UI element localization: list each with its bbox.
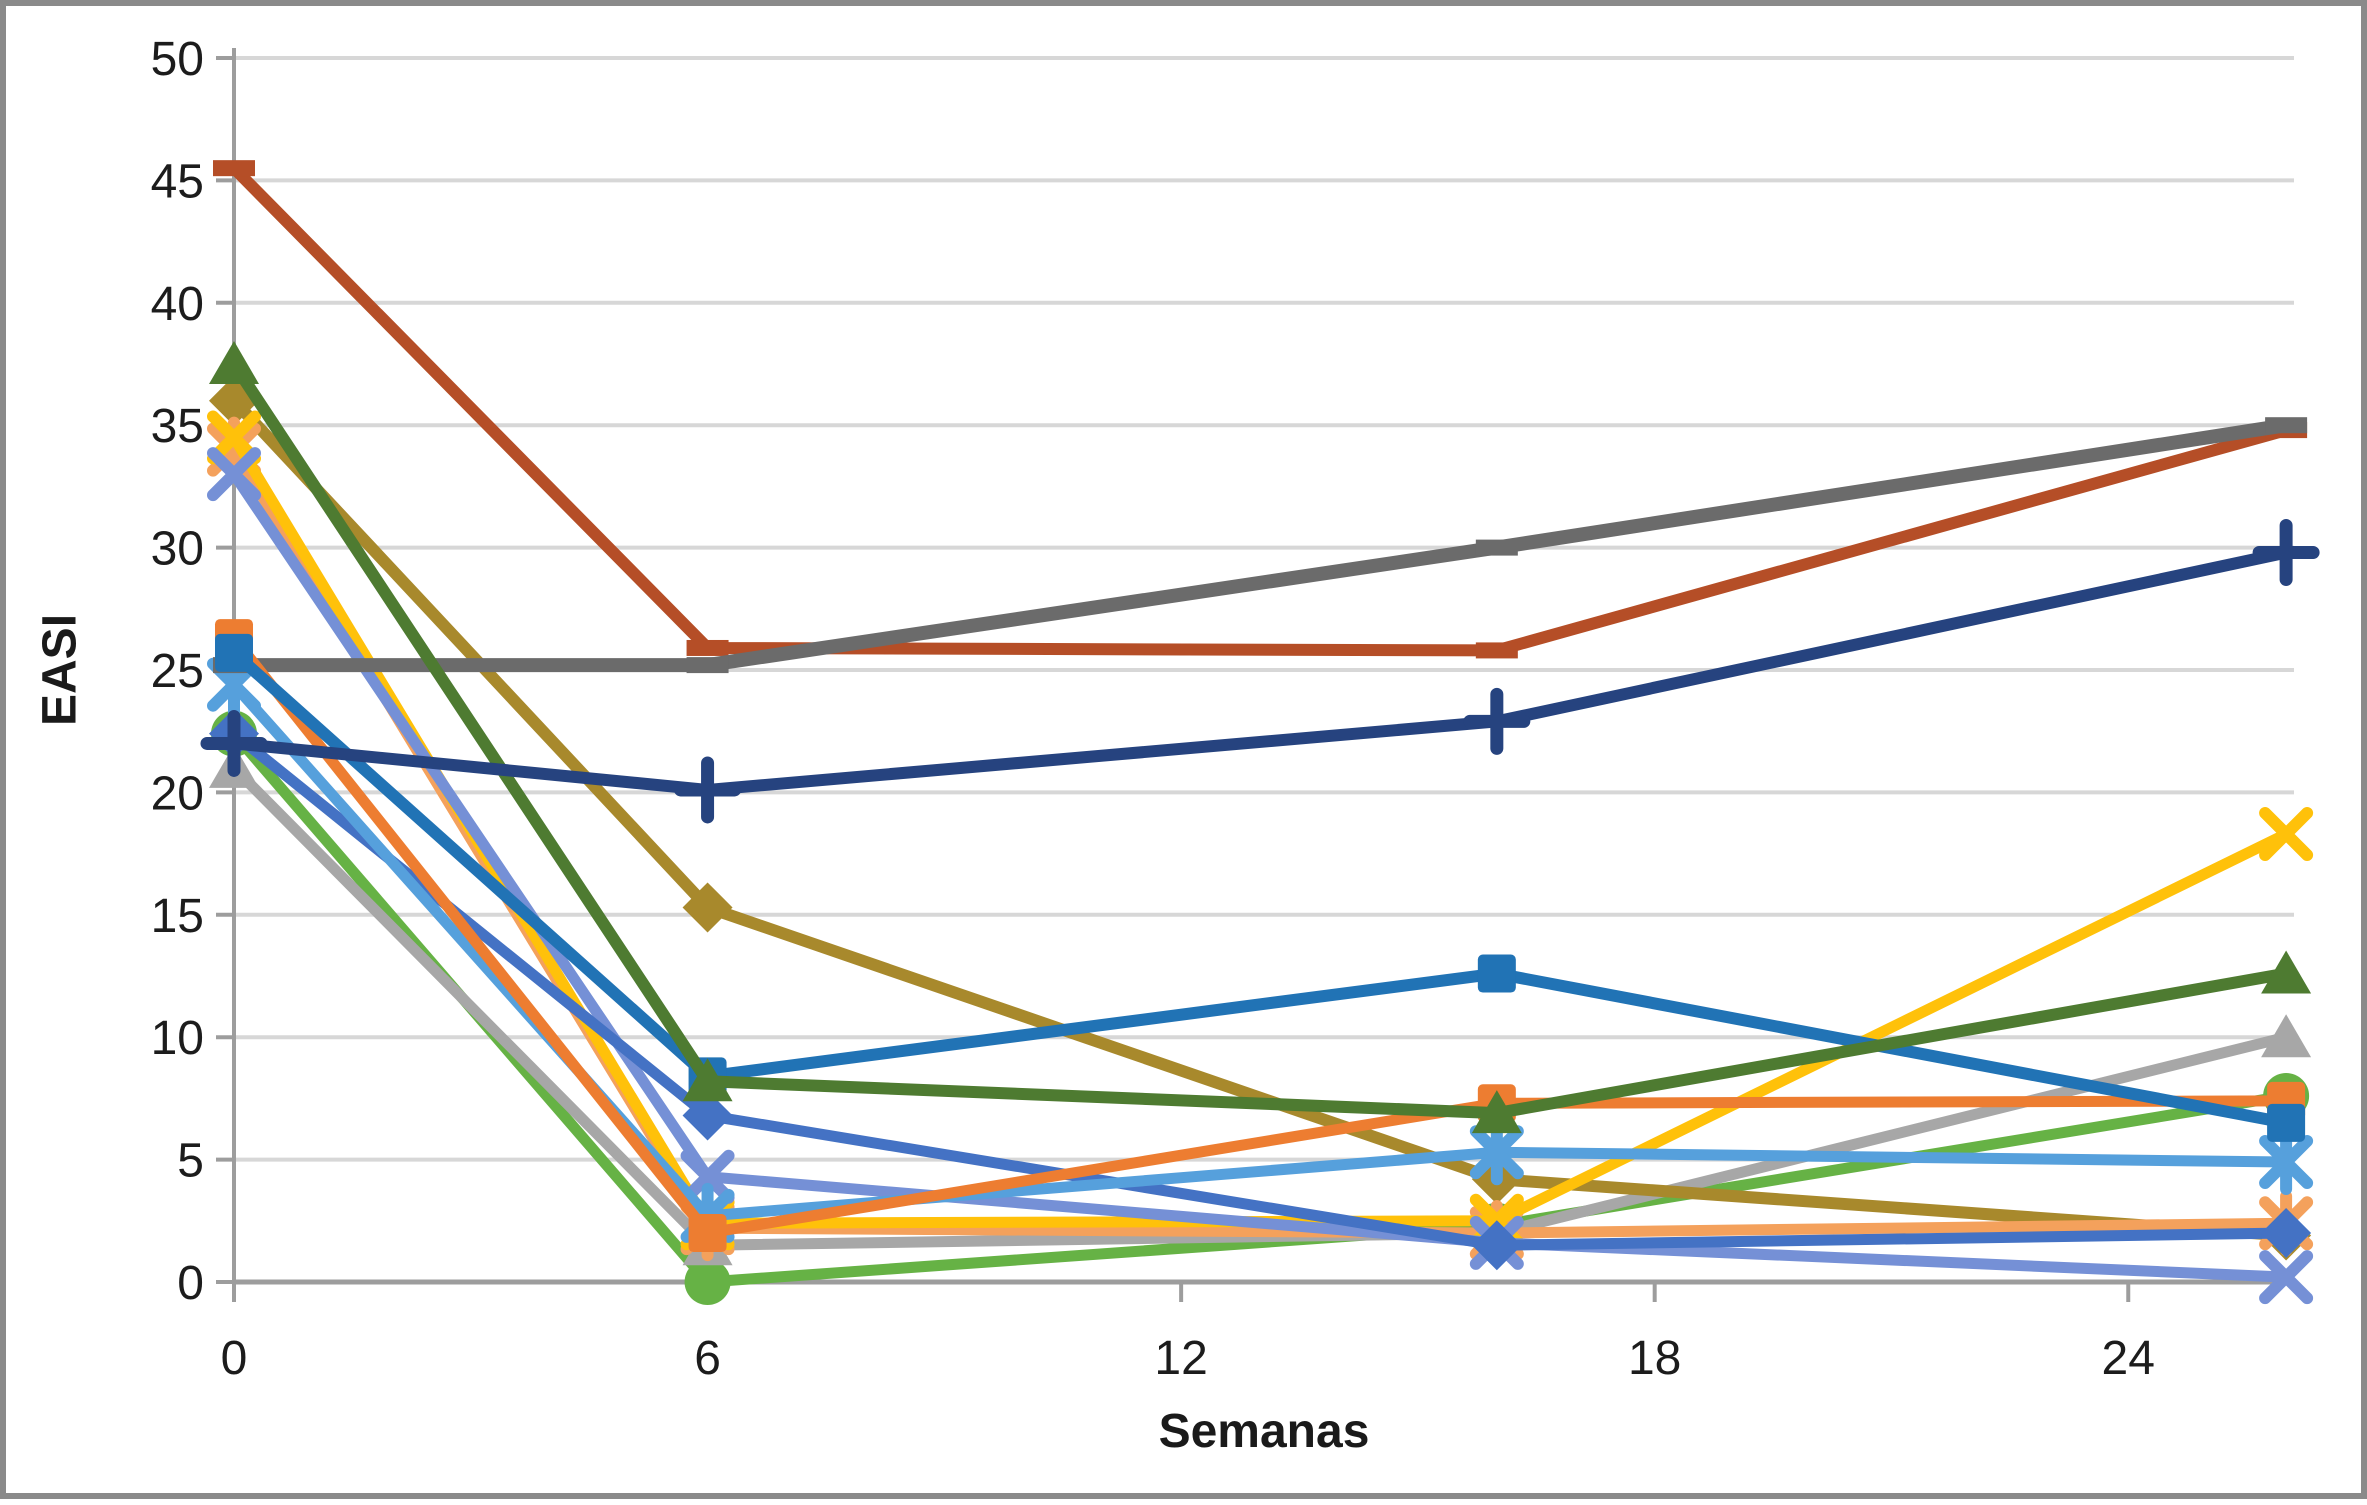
data-point-marker: [209, 341, 259, 384]
data-point-marker: [215, 633, 253, 672]
data-point-marker: [2267, 1103, 2306, 1142]
data-point-marker: [200, 709, 268, 777]
data-point-marker: [2265, 417, 2308, 434]
y-tick-label: 20: [151, 767, 204, 820]
data-point-marker: [686, 657, 729, 674]
y-tick-label: 30: [151, 523, 204, 576]
series-sky-asterisk: [228, 679, 2292, 1222]
x-tick-label: 12: [1154, 1332, 1207, 1385]
data-point-marker: [2261, 950, 2312, 994]
data-point-marker: [1475, 642, 1518, 659]
y-tick-label: 0: [177, 1257, 204, 1310]
y-tick-label: 15: [151, 890, 204, 943]
data-point-marker: [674, 756, 742, 824]
data-point-marker: [2259, 807, 2314, 862]
series-cornflower-x: [228, 468, 2292, 1283]
data-point-marker: [207, 447, 261, 502]
x-tick-label: 0: [221, 1332, 248, 1385]
x-tick-label: 6: [694, 1332, 721, 1385]
data-point-marker: [1471, 1220, 1522, 1271]
data-point-marker: [2261, 1014, 2312, 1058]
series-olive-diamond: [228, 394, 2293, 1242]
y-axis-title: EASI: [33, 613, 87, 727]
data-point-marker: [680, 1149, 735, 1204]
x-axis-title: Semanas: [1158, 1405, 1370, 1458]
data-point-marker: [1477, 954, 1516, 993]
y-tick-label: 45: [151, 155, 204, 208]
data-point-marker: [2259, 1129, 2314, 1196]
series-gray-dash: [227, 418, 2294, 673]
data-point-marker: [207, 410, 261, 465]
data-point-marker: [686, 639, 729, 656]
y-tick-label: 25: [151, 645, 204, 698]
data-point-marker: [2261, 1208, 2312, 1259]
data-point-marker: [2252, 518, 2320, 586]
data-point-marker: [1475, 539, 1518, 556]
data-point-marker: [1469, 1119, 1524, 1186]
x-tick-label: 18: [1628, 1332, 1681, 1385]
series-darkgreen-triangle: [228, 358, 2293, 1120]
y-tick-label: 35: [151, 400, 204, 453]
data-point-marker: [1471, 1090, 1522, 1134]
data-point-marker: [213, 160, 255, 177]
y-tick-label: 40: [151, 278, 204, 331]
data-point-marker: [688, 1214, 727, 1253]
series-navy-plus: [228, 546, 2293, 796]
data-point-marker: [2259, 1250, 2314, 1305]
data-point-marker: [682, 882, 733, 933]
easi-vs-weeks-line-chart: 0 5 10 15 20 25 30 35 40 45 50 0 6 12 18 24: [151, 33, 2320, 1385]
data-point-marker: [1463, 687, 1531, 755]
y-tick-label: 5: [177, 1135, 204, 1188]
series-orange-square: [228, 632, 2292, 1239]
y-tick-label: 10: [151, 1012, 204, 1065]
data-point-marker: [684, 1259, 731, 1305]
x-tick-label: 24: [2102, 1332, 2155, 1385]
data-point-marker: [682, 1058, 733, 1102]
data-point-marker: [682, 1090, 733, 1141]
series-sienna-dash: [228, 162, 2293, 657]
series-silver-triangle: [228, 762, 2292, 1251]
y-tick-label: 50: [151, 33, 204, 86]
